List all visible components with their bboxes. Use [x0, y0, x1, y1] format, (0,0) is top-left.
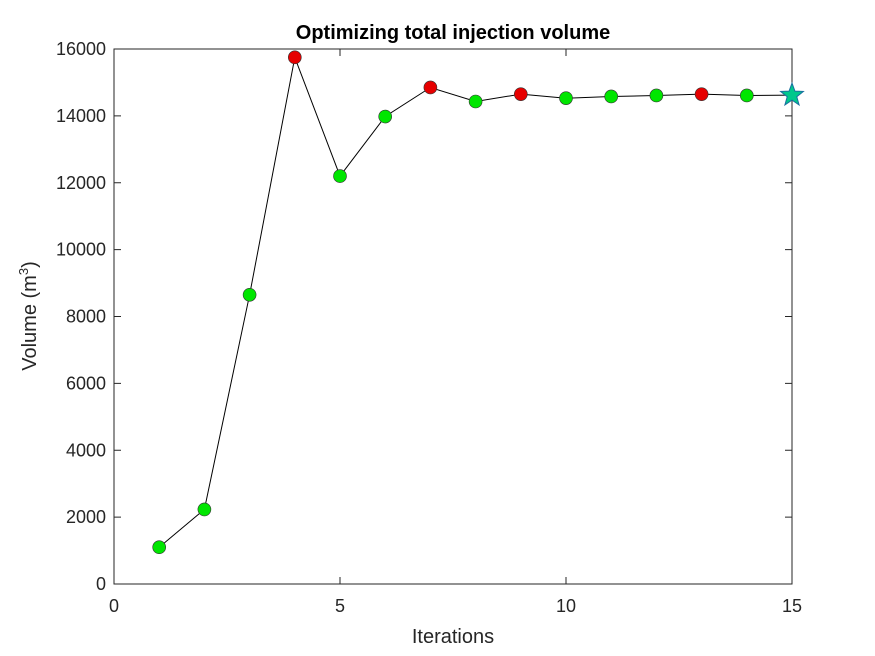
rejected-point [423, 80, 438, 95]
y-tick-label: 10000 [56, 240, 106, 260]
y-axis-label: Volume (m3) [16, 261, 41, 371]
y-tick-label: 2000 [66, 507, 106, 527]
y-tick-label: 12000 [56, 173, 106, 193]
accepted-point [197, 502, 212, 517]
y-tick-label: 0 [96, 574, 106, 594]
y-tick-label: 4000 [66, 440, 106, 460]
y-axis-label-superscript: 3 [16, 268, 31, 275]
x-tick-label: 15 [782, 596, 802, 616]
plot-area [114, 49, 792, 584]
x-tick-label: 0 [109, 596, 119, 616]
rejected-point [287, 50, 302, 65]
rejected-point [694, 87, 709, 101]
y-tick-label: 16000 [56, 39, 106, 59]
y-tick-label: 6000 [66, 373, 106, 393]
accepted-point [242, 287, 257, 302]
y-axis-label-main: Volume (m [19, 275, 41, 371]
y-axis-label-suffix: ) [19, 261, 41, 268]
accepted-point [559, 91, 573, 105]
y-tick-label: 14000 [56, 106, 106, 126]
x-axis-label: Iterations [412, 626, 494, 648]
chart-title: Optimizing total injection volume [296, 22, 610, 44]
accepted-point [649, 88, 664, 103]
accepted-point [152, 540, 166, 555]
y-tick-label: 8000 [66, 307, 106, 327]
axes: 0 5 10 15 0 2000 4000 6000 8000 10000 12000 14000 16… [56, 39, 802, 616]
accepted-point [333, 169, 347, 183]
accepted-point [739, 88, 754, 103]
x-tick-label: 10 [556, 596, 576, 616]
final-point-star [779, 81, 805, 107]
accepted-point [378, 109, 393, 124]
rejected-point [513, 87, 528, 101]
accepted-point [604, 89, 619, 104]
data-layer [152, 50, 805, 555]
x-tick-label: 5 [335, 596, 345, 616]
accepted-point [468, 94, 483, 109]
